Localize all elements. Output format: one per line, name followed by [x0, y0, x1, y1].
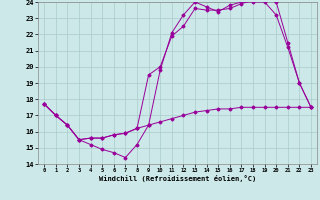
- X-axis label: Windchill (Refroidissement éolien,°C): Windchill (Refroidissement éolien,°C): [99, 175, 256, 182]
